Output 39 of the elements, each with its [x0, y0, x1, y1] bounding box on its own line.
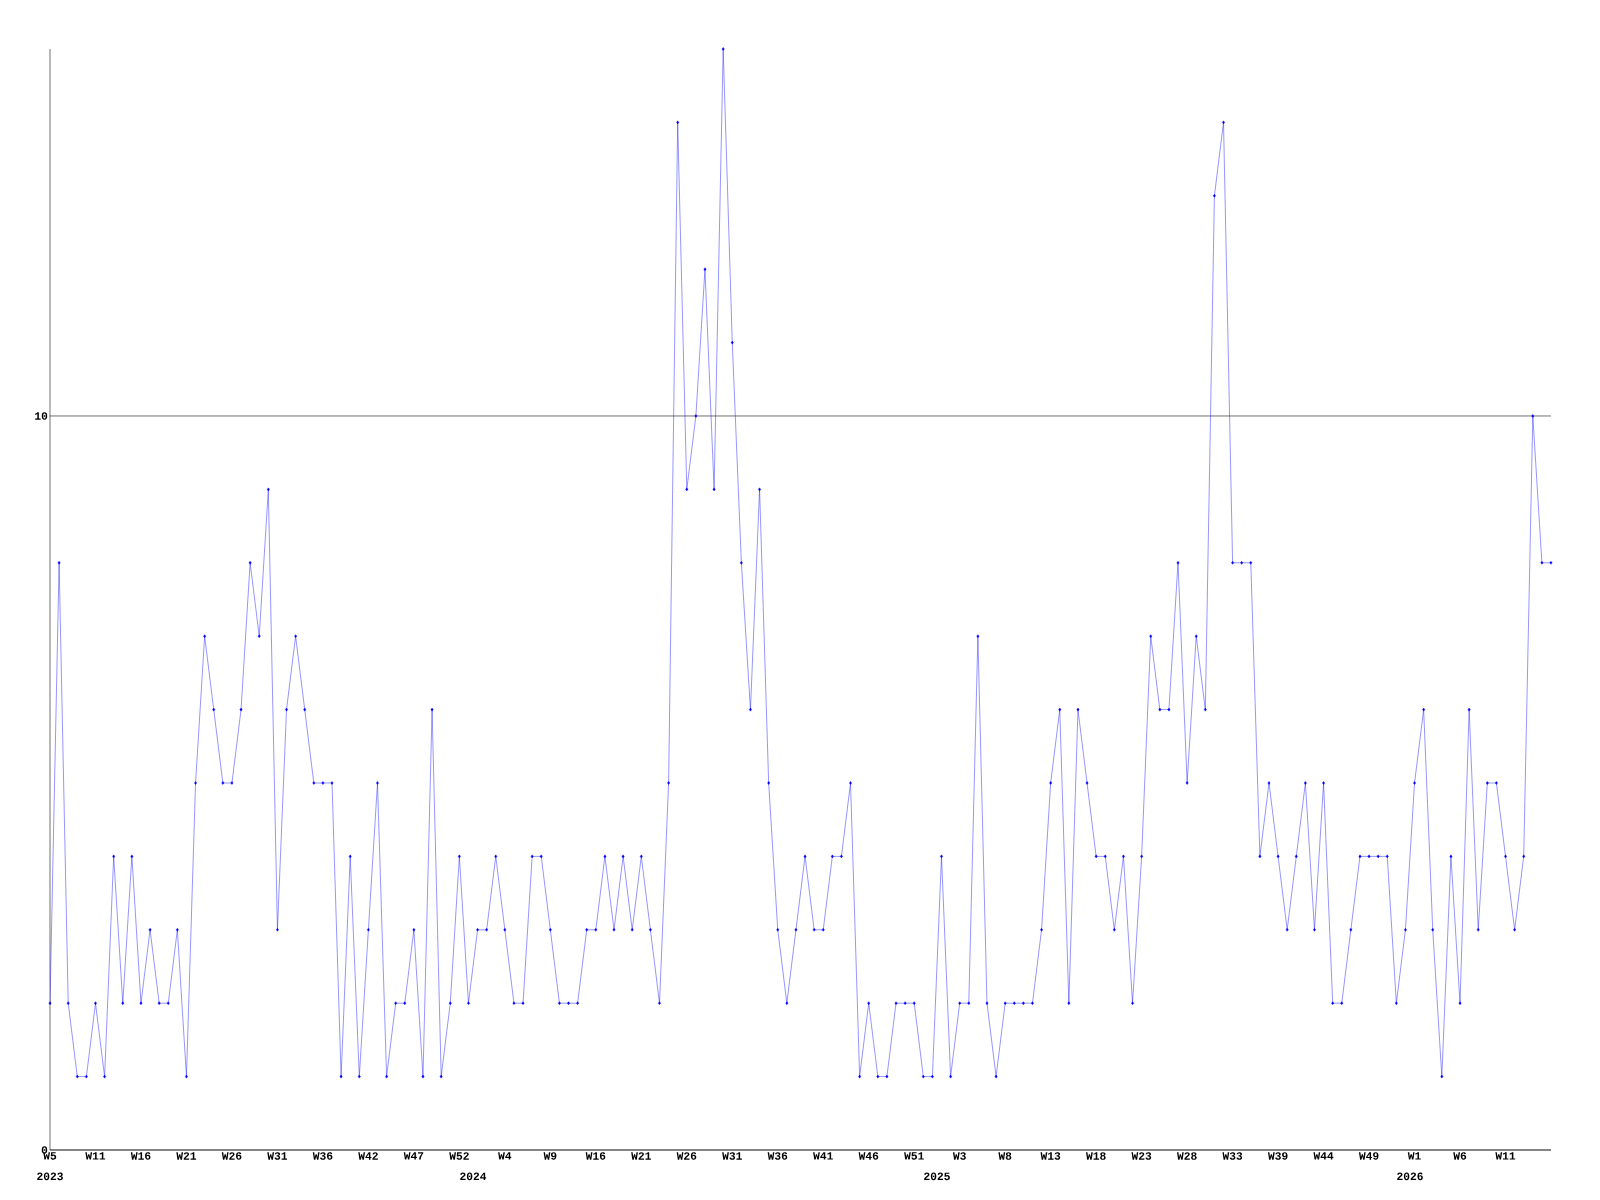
x-tick-label: W26 — [676, 1152, 697, 1160]
x-tick-label: W11 — [1495, 1152, 1516, 1160]
x-tick-label: W9 — [543, 1152, 557, 1160]
x-tick-label: W42 — [358, 1152, 378, 1160]
x-tick-label: W21 — [631, 1152, 651, 1160]
x-tick-label: W39 — [1267, 1152, 1288, 1160]
x-tick-label: W3 — [952, 1152, 966, 1160]
x-tick-label: W51 — [904, 1152, 924, 1160]
x-tick-label: W18 — [1086, 1152, 1106, 1160]
x-tick-label: W6 — [1453, 1152, 1467, 1160]
y-tick-label: 10 — [35, 412, 48, 420]
text: 2023 — [37, 1172, 63, 1181]
x-tick-label: W41 — [813, 1152, 833, 1160]
x-tick-label: W1 — [1407, 1152, 1421, 1160]
text: 2025 — [924, 1172, 950, 1181]
x-tick-label: W26 — [221, 1152, 242, 1160]
x-tick-label: W36 — [767, 1152, 788, 1160]
x-tick-label: W33 — [1222, 1152, 1243, 1160]
x-tick-label: W11 — [85, 1152, 106, 1160]
x-tick-label: W13 — [1040, 1152, 1061, 1160]
x-tick-label: W28 — [1177, 1152, 1197, 1160]
text: 2024 — [460, 1172, 487, 1181]
x-tick-label: W16 — [130, 1152, 151, 1160]
x-tick-label: W49 — [1358, 1152, 1379, 1160]
x-tick-label: W47 — [403, 1152, 424, 1160]
x-tick-label: W23 — [1131, 1152, 1152, 1160]
x-tick-label: W46 — [858, 1152, 879, 1160]
text: 2026 — [1397, 1172, 1423, 1181]
x-tick-label: W44 — [1313, 1152, 1334, 1160]
x-tick-label: W36 — [312, 1152, 333, 1160]
y-tick-label: 0 — [41, 1146, 48, 1154]
x-tick-label: W21 — [176, 1152, 197, 1160]
x-tick-label: W4 — [498, 1152, 512, 1160]
x-tick-label: W5 — [43, 1152, 57, 1160]
x-tick-label: W31 — [267, 1152, 288, 1160]
x-tick-label: W16 — [585, 1152, 606, 1160]
x-tick-label: W31 — [722, 1152, 742, 1160]
x-tick-label: W8 — [998, 1152, 1012, 1160]
x-tick-label: W52 — [449, 1152, 469, 1160]
